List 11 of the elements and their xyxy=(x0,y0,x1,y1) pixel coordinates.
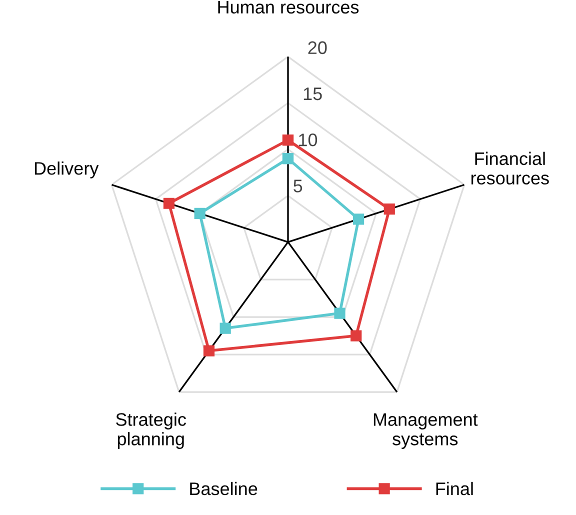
y-tick-label: 5 xyxy=(294,180,302,192)
spoke-label: Strategic planning xyxy=(116,412,186,449)
spoke-label: Management systems xyxy=(374,413,478,449)
spoke-label: Financial resources xyxy=(471,152,549,185)
spoke-label: Delivery xyxy=(34,162,99,178)
y-tick-label: 15 xyxy=(304,88,322,100)
spoke-label: Human resources xyxy=(218,0,359,14)
y-tick-label: 10 xyxy=(299,134,318,146)
y-tick-label: 20 xyxy=(308,41,327,54)
legend-label: Final xyxy=(436,482,473,496)
legend-label: Baseline xyxy=(190,482,258,496)
